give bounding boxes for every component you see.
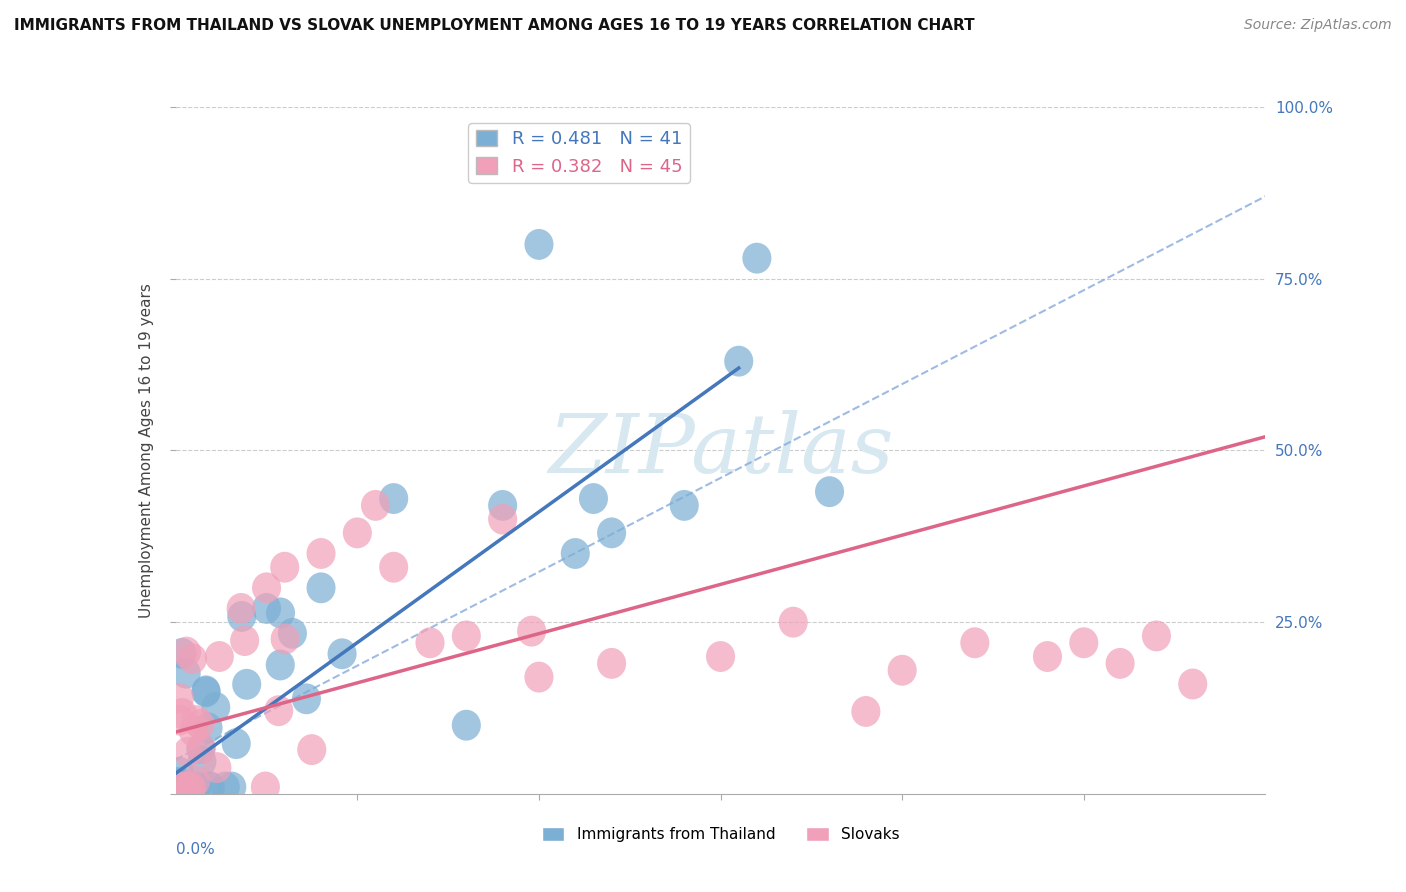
Legend: R = 0.481   N = 41, R = 0.382   N = 45: R = 0.481 N = 41, R = 0.382 N = 45 (468, 123, 689, 183)
Y-axis label: Unemployment Among Ages 16 to 19 years: Unemployment Among Ages 16 to 19 years (139, 283, 155, 618)
Text: IMMIGRANTS FROM THAILAND VS SLOVAK UNEMPLOYMENT AMONG AGES 16 TO 19 YEARS CORREL: IMMIGRANTS FROM THAILAND VS SLOVAK UNEMP… (14, 18, 974, 33)
Text: 0.0%: 0.0% (176, 842, 215, 857)
Text: ZIPatlas: ZIPatlas (548, 410, 893, 491)
Text: Source: ZipAtlas.com: Source: ZipAtlas.com (1244, 18, 1392, 32)
